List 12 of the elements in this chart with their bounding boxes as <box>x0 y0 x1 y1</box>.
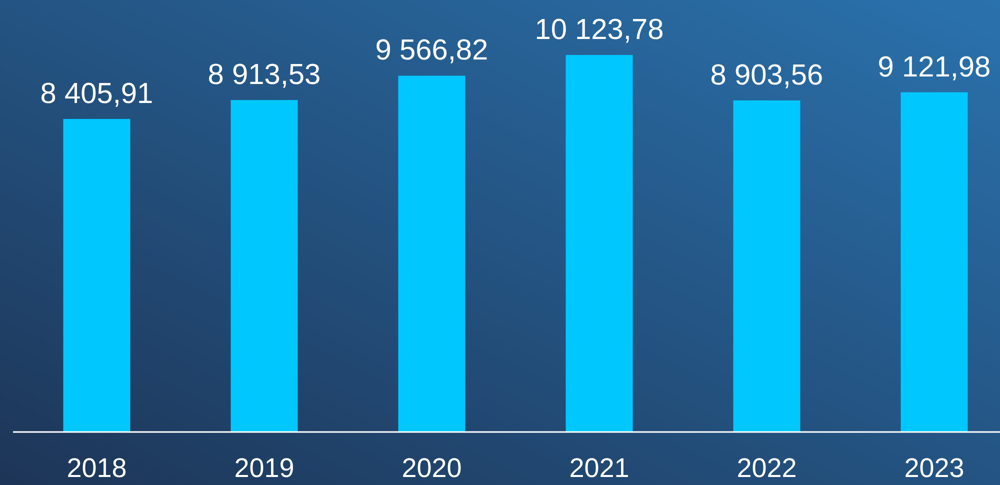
data-label: 9 566,82 <box>375 34 488 67</box>
data-label: 8 405,91 <box>40 78 154 110</box>
x-tick-label: 2023 <box>904 453 964 484</box>
x-tick-label: 2022 <box>736 453 797 484</box>
data-label: 8 903,56 <box>710 59 824 92</box>
x-tick-label: 2018 <box>66 453 127 484</box>
x-tick-label: 2021 <box>569 453 630 484</box>
data-label: 10 123,78 <box>534 14 664 46</box>
data-label: 8 913,53 <box>208 59 321 92</box>
x-tick-label: 2019 <box>234 453 294 484</box>
x-tick-label: 2020 <box>402 453 462 484</box>
data-label: 9 121,98 <box>878 51 991 84</box>
